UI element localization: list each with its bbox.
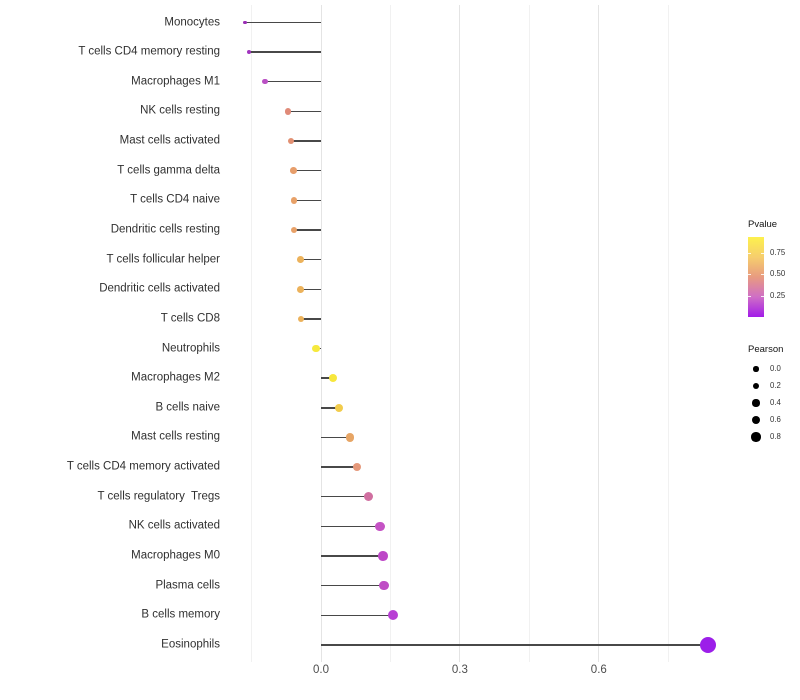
lollipop-stem xyxy=(293,170,321,172)
y-axis-label: T cells CD4 memory activated xyxy=(66,460,220,473)
y-axis-label: Mast cells resting xyxy=(131,430,220,443)
pvalue-tick-label: 0.50 xyxy=(770,269,786,279)
y-axis-label: Eosinophils xyxy=(161,638,220,651)
gridline-major xyxy=(598,5,600,662)
pvalue-tick-mark xyxy=(761,253,764,254)
pvalue-tick-label: 0.25 xyxy=(770,291,786,301)
lollipop-dot xyxy=(284,108,292,115)
lollipop-stem xyxy=(321,584,384,587)
pvalue-colorbar xyxy=(748,237,764,317)
y-axis-label: Dendritic cells activated xyxy=(99,282,220,295)
lollipop-dot xyxy=(345,433,355,442)
lollipop-dot xyxy=(296,285,304,293)
y-axis-label: T cells gamma delta xyxy=(117,163,220,176)
pearson-size-dot xyxy=(751,432,761,442)
lollipop-dot xyxy=(312,344,320,353)
pearson-size-label: 0.2 xyxy=(770,381,781,391)
x-tick-label: 0.6 xyxy=(590,664,607,676)
gridline-major xyxy=(320,5,322,662)
lollipop-stem xyxy=(248,51,321,53)
lollipop-dot xyxy=(262,79,268,85)
lollipop-dot xyxy=(352,462,362,472)
y-axis-label: Macrophages M0 xyxy=(131,549,220,562)
lollipop-dot xyxy=(334,403,344,412)
lollipop-dot xyxy=(290,197,298,204)
y-axis-label: T cells CD4 naive xyxy=(130,193,220,206)
y-axis-label: NK cells activated xyxy=(128,519,220,532)
y-axis-label: Neutrophils xyxy=(161,341,220,354)
pvalue-tick-mark xyxy=(748,296,751,297)
lollipop-dot xyxy=(296,256,304,264)
y-axis-label: T cells CD4 memory resting xyxy=(78,45,220,58)
pearson-size-dot xyxy=(752,399,760,407)
lollipop-dot xyxy=(375,521,385,532)
legend-pearson-title: Pearson xyxy=(748,344,784,355)
pvalue-tick-mark xyxy=(748,253,751,254)
pvalue-tick-mark xyxy=(761,296,764,297)
pearson-size-label: 0.8 xyxy=(770,432,781,442)
pearson-size-label: 0.0 xyxy=(770,364,781,374)
legend-pvalue-title: Pvalue xyxy=(748,219,778,230)
pearson-size-label: 0.4 xyxy=(770,398,781,408)
lollipop-stem xyxy=(321,555,384,557)
y-axis-label: NK cells resting xyxy=(140,104,220,117)
gridline-major xyxy=(459,5,461,662)
lollipop-dot xyxy=(246,50,251,55)
y-axis-label: Macrophages M1 xyxy=(131,75,220,88)
pearson-size-dot xyxy=(753,366,759,372)
lollipop-dot xyxy=(289,167,297,174)
x-tick-label: 0.0 xyxy=(313,664,329,676)
lollipop-dot xyxy=(287,137,295,145)
lollipop-stem xyxy=(321,436,351,439)
pvalue-tick-mark xyxy=(748,274,751,275)
gridline-minor xyxy=(251,5,253,662)
pearson-size-dot xyxy=(752,382,760,390)
lollipop-dot xyxy=(363,492,373,502)
lollipop-stem xyxy=(264,81,321,83)
lollipop-stem xyxy=(321,377,334,379)
y-axis-label: Dendritic cells resting xyxy=(110,223,220,236)
lollipop-dot xyxy=(290,226,298,234)
lollipop-stem xyxy=(321,466,358,468)
lollipop-dot xyxy=(297,315,305,323)
lollipop-stem xyxy=(321,644,709,646)
x-tick-label: 0.3 xyxy=(451,664,468,676)
y-axis-label: Monocytes xyxy=(164,15,220,28)
y-axis-label: T cells CD8 xyxy=(160,312,220,325)
pearson-size-dot xyxy=(751,415,761,425)
pearson-size-label: 0.6 xyxy=(770,415,781,425)
y-axis-label: B cells memory xyxy=(141,608,220,621)
gridline-minor xyxy=(667,5,669,662)
lollipop-stem xyxy=(321,407,340,409)
lollipop-dot xyxy=(329,374,338,383)
lollipop-stem xyxy=(294,199,321,202)
y-axis-label: T cells regulatory Tregs xyxy=(97,489,220,502)
lollipop-dot xyxy=(379,580,389,591)
gridline-minor xyxy=(528,5,530,662)
lollipop-stem xyxy=(300,288,321,290)
y-axis-label: T cells follicular helper xyxy=(106,252,220,265)
y-axis-label: Macrophages M2 xyxy=(131,371,220,384)
lollipop-stem xyxy=(321,525,380,528)
pvalue-tick-label: 0.75 xyxy=(770,248,786,258)
lollipop-dot xyxy=(388,610,399,621)
lollipop-dot xyxy=(378,551,388,561)
pvalue-tick-mark xyxy=(761,274,764,275)
lollipop-stem xyxy=(290,140,321,142)
lollipop-stem xyxy=(245,21,321,24)
y-axis-label: B cells naive xyxy=(155,401,220,414)
gridline-minor xyxy=(389,5,391,662)
lollipop-stem xyxy=(294,229,321,231)
lollipop-stem xyxy=(321,496,369,498)
lollipop-dot xyxy=(243,20,247,25)
y-axis-label: Plasma cells xyxy=(155,578,220,591)
y-axis-label: Mast cells activated xyxy=(119,134,220,147)
lollipop-dot xyxy=(700,636,717,653)
lollipop-stem xyxy=(288,110,321,113)
lollipop-stem xyxy=(301,318,321,320)
lollipop-stem xyxy=(300,258,321,261)
lollipop-stem xyxy=(321,614,394,616)
